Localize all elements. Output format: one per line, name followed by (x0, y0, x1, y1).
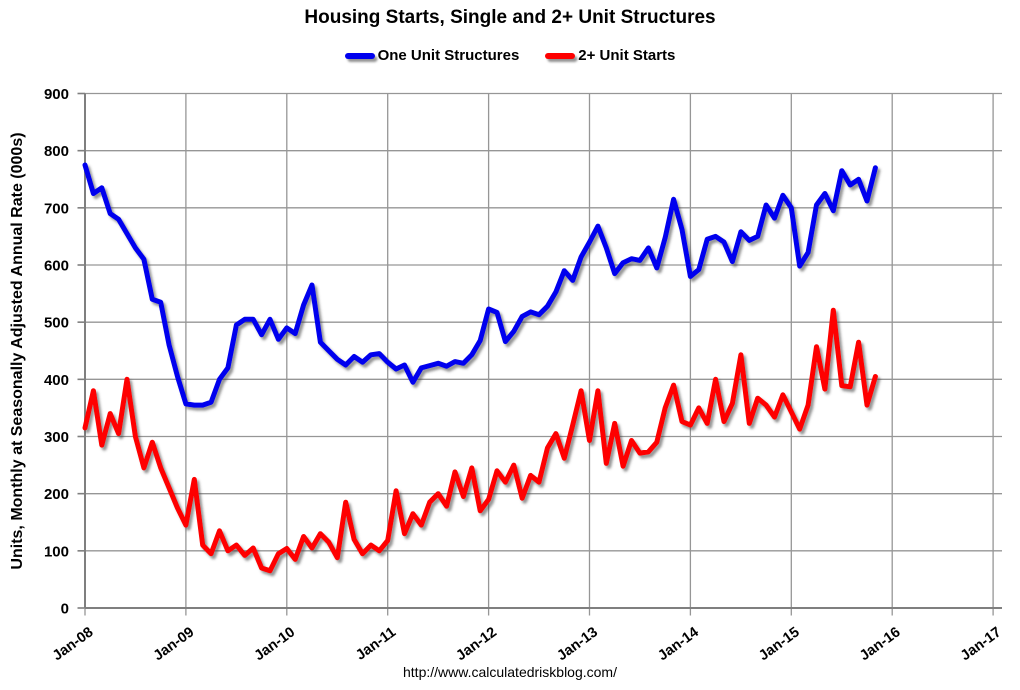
y-tick-label: 0 (61, 601, 69, 618)
legend-item-one-unit: One Unit Structures (344, 47, 520, 64)
y-tick-label: 900 (44, 86, 69, 103)
axes (84, 93, 1002, 609)
series-line-two-plus (82, 307, 878, 574)
legend-item-two-plus: 2+ Unit Starts (545, 47, 675, 64)
y-tick-label: 800 (44, 143, 69, 160)
y-tick-label: 500 (44, 315, 69, 332)
x-tick-label: Jan-09 (151, 624, 198, 664)
x-tick-label: Jan-14 (655, 624, 702, 664)
x-tick-label: Jan-17 (958, 624, 1005, 664)
x-tick-label: Jan-08 (50, 624, 97, 664)
legend-label-two-plus: 2+ Unit Starts (578, 47, 676, 64)
legend-swatch-one-unit-icon (344, 52, 375, 59)
y-tick-label: 600 (44, 258, 69, 275)
footer-url: http://www.calculatedriskblog.com/ (403, 664, 617, 680)
x-tick-label: Jan-11 (353, 624, 399, 663)
x-tick-label: Jan-12 (453, 624, 500, 664)
y-tick-label: 400 (44, 372, 69, 389)
y-tick-label: 200 (44, 486, 69, 503)
y-tick-label: 700 (44, 200, 69, 217)
x-tick-label: Jan-15 (756, 624, 803, 664)
y-tick-label: 300 (44, 429, 69, 446)
x-tick-label: Jan-10 (252, 624, 299, 664)
y-tick-label: 100 (44, 543, 69, 560)
y-axis-title: Units, Monthly at Seasonally Adjusted An… (9, 132, 26, 569)
x-tick-label: Jan-13 (554, 624, 601, 664)
x-tick-label: Jan-16 (857, 624, 904, 664)
legend-label-one-unit: One Unit Structures (377, 47, 520, 64)
series-line-one-unit (82, 162, 878, 408)
legend: One Unit Structures 2+ Unit Starts (0, 47, 1020, 64)
legend-swatch-two-plus-icon (545, 52, 576, 59)
chart-title: Housing Starts, Single and 2+ Unit Struc… (304, 7, 716, 28)
